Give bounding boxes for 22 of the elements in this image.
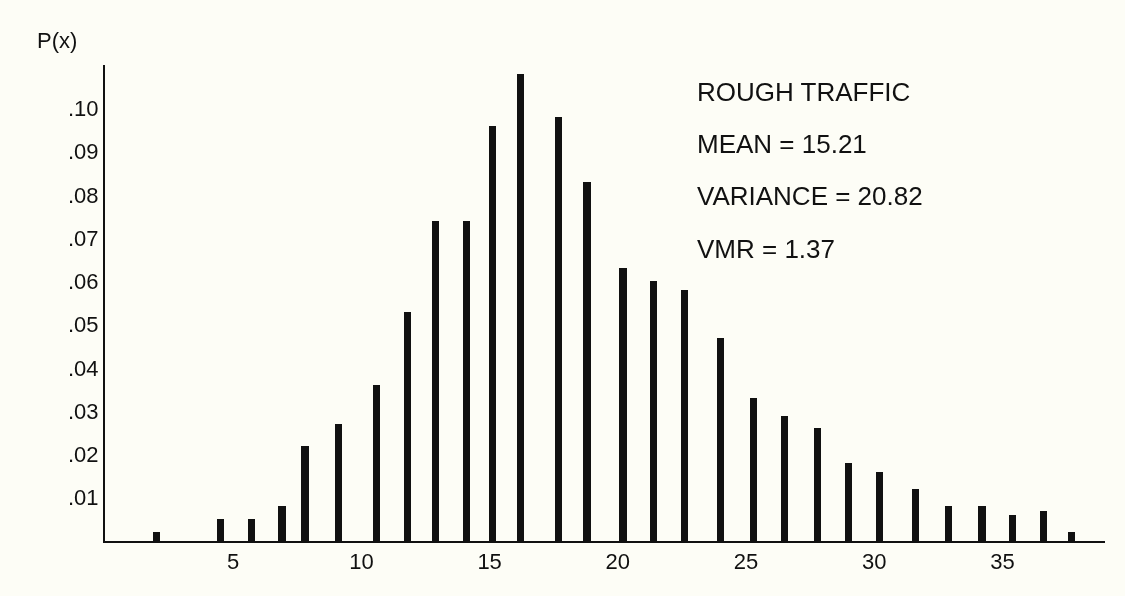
- y-tick-label: .06: [68, 269, 99, 295]
- y-tick-label: .03: [68, 398, 99, 424]
- x-tick-label: 15: [477, 549, 502, 575]
- y-axis-title: P(x): [37, 28, 78, 53]
- y-tick-label: .02: [68, 442, 99, 468]
- x-tick-label: 25: [733, 549, 759, 575]
- x-tick-label: 35: [990, 549, 1015, 575]
- y-tick-label: .10: [68, 95, 99, 121]
- y-tick-label: .07: [68, 225, 99, 251]
- x-tick-label: 30: [861, 549, 887, 575]
- y-tick-label: .05: [68, 312, 99, 338]
- annotation: MEAN = 15.21: [697, 129, 867, 159]
- x-tick-label: 10: [349, 549, 374, 575]
- y-tick-label: .09: [68, 139, 99, 165]
- y-tick-label: .04: [68, 355, 99, 381]
- y-tick-label: .01: [68, 485, 99, 511]
- x-tick-label: 20: [605, 549, 631, 575]
- y-tick-label: .08: [68, 182, 99, 208]
- x-tick-label: 5: [227, 549, 240, 575]
- annotation: ROUGH TRAFFIC: [697, 77, 911, 107]
- annotation: VARIANCE = 20.82: [697, 181, 923, 211]
- annotation: VMR = 1.37: [697, 234, 836, 264]
